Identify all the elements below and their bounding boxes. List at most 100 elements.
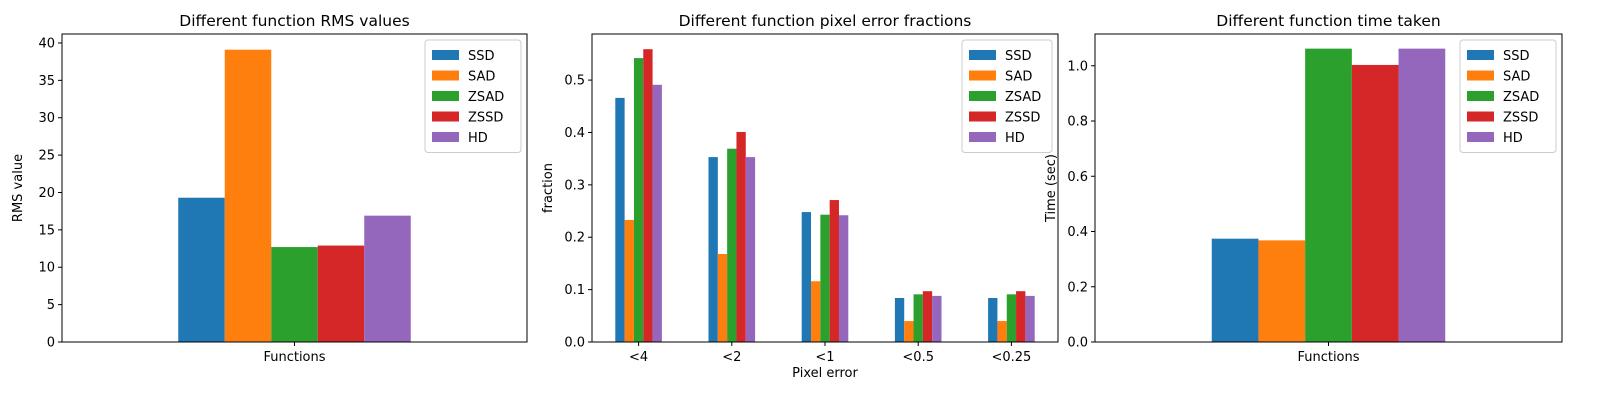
bar-hd-0: [364, 215, 411, 342]
bar-zssd-4: [1016, 291, 1026, 342]
y-tick-label: 35: [38, 74, 55, 89]
x-tick-label: <0.5: [902, 350, 934, 365]
legend: SSD SAD ZSAD ZSSD HD: [961, 39, 1053, 153]
y-tick-label: 10: [38, 261, 55, 276]
x-tick-label: <4: [629, 350, 648, 365]
bar-sad-4: [997, 321, 1007, 342]
legend-swatch-zsad: [1467, 91, 1494, 101]
bar-sad-1: [717, 254, 728, 342]
y-tick-label: 0.8: [1067, 115, 1088, 130]
legend-label-sad: SAD: [468, 70, 495, 85]
legend-swatch-zssd: [1467, 111, 1494, 122]
x-tick-label: Functions: [263, 350, 325, 365]
legend-swatch-hd: [432, 132, 459, 142]
y-axis-label: RMS value: [11, 154, 26, 222]
legend-swatch-zsad: [432, 91, 459, 101]
bar-sad-0: [224, 49, 272, 342]
bar-zssd-0: [643, 49, 653, 342]
bar-zsad-0: [633, 58, 644, 342]
legend-swatch-sad: [1467, 70, 1494, 81]
legend-swatch-ssd: [1467, 50, 1494, 60]
bar-ssd-0: [178, 197, 225, 342]
chart-title: Different function RMS values: [179, 12, 409, 30]
y-tick-label: 5: [47, 298, 55, 313]
legend-label-hd: HD: [1005, 131, 1025, 146]
bar-zsad-3: [913, 294, 923, 342]
legend-swatch-zsad: [969, 91, 996, 101]
chart-title: Different function pixel error fractions: [679, 12, 972, 30]
bar-zssd-3: [922, 291, 933, 342]
y-tick-label: 0.6: [1067, 170, 1088, 185]
legend-label-ssd: SSD: [1503, 49, 1530, 64]
legend-swatch-sad: [432, 70, 459, 81]
y-tick-label: 0.2: [564, 231, 585, 246]
y-tick-label: 20: [38, 186, 55, 201]
legend-label-zssd: ZSSD: [1005, 111, 1040, 126]
legend-label-zsad: ZSAD: [468, 90, 504, 105]
y-tick-label: 0.1: [564, 283, 585, 298]
bar-hd-1: [745, 157, 756, 342]
legend-label-sad: SAD: [1005, 70, 1032, 85]
y-tick-label: 0.0: [1067, 336, 1088, 351]
x-axis-label: Pixel error: [792, 366, 858, 381]
legend: SSD SAD ZSAD ZSSD HD: [1459, 39, 1557, 153]
x-tick-label: Functions: [1297, 350, 1359, 365]
legend-swatch-zssd: [969, 111, 996, 122]
chart-1: 0 5 10 15 20 25 30 35 40 Functions Different funct…: [11, 12, 528, 365]
legend-swatch-zssd: [432, 111, 459, 122]
y-tick-label: 15: [38, 223, 55, 238]
bar-ssd-1: [708, 157, 718, 342]
bar-sad-2: [811, 281, 821, 342]
bar-zsad-4: [1006, 294, 1017, 342]
bar-zsad-0: [271, 247, 318, 342]
bar-zsad-0: [1305, 48, 1352, 342]
x-tick-label: <2: [722, 350, 741, 365]
bar-hd-4: [1025, 295, 1035, 342]
legend-label-ssd: SSD: [468, 49, 495, 64]
chart-title: Different function time taken: [1216, 12, 1440, 30]
bar-hd-0: [1398, 48, 1446, 342]
legend: SSD SAD ZSAD ZSSD HD: [424, 39, 522, 153]
bar-hd-2: [838, 215, 849, 342]
bar-sad-3: [904, 321, 914, 342]
bar-ssd-0: [615, 97, 625, 343]
legend-box: [961, 39, 1053, 153]
y-tick-label: 0.2: [1067, 280, 1088, 295]
bar-zsad-2: [820, 214, 830, 342]
bar-zsad-1: [727, 148, 737, 342]
y-tick-label: 0.4: [1067, 225, 1088, 240]
y-tick-label: 0.4: [564, 126, 585, 141]
y-axis-label: fraction: [541, 163, 556, 213]
bar-zssd-0: [1351, 64, 1399, 342]
legend-box: [1459, 39, 1557, 153]
chart-2: 0.0 0.1 0.2 0.3 0.4 0.5 <4 <2 <1 <0.5 <0.25 Differe…: [541, 12, 1059, 381]
y-tick-label: 40: [38, 36, 55, 51]
x-tick-label: <1: [815, 350, 834, 365]
y-axis-label: Time (sec): [1044, 154, 1059, 223]
y-tick-label: 0: [47, 336, 55, 351]
legend-label-zsad: ZSAD: [1005, 90, 1041, 105]
bar-sad-0: [624, 219, 634, 342]
legend-label-hd: HD: [1503, 131, 1523, 146]
y-tick-label: 0.5: [564, 74, 585, 89]
legend-label-ssd: SSD: [1005, 49, 1032, 64]
bar-ssd-0: [1211, 238, 1259, 342]
bar-sad-0: [1258, 240, 1306, 342]
bar-zssd-1: [736, 131, 746, 342]
legend-swatch-ssd: [432, 50, 459, 60]
legend-swatch-sad: [969, 70, 996, 81]
bar-ssd-2: [801, 212, 812, 342]
legend-label-sad: SAD: [1503, 70, 1530, 85]
bar-ssd-4: [988, 298, 998, 342]
legend-label-zssd: ZSSD: [468, 111, 503, 126]
bar-zssd-2: [829, 200, 839, 342]
legend-swatch-ssd: [969, 50, 996, 60]
legend-swatch-hd: [1467, 132, 1494, 142]
y-tick-label: 0.0: [564, 336, 585, 351]
chart-3: 0.0 0.2 0.4 0.6 0.8 1.0 Functions Different fun…: [1044, 12, 1563, 365]
bar-hd-0: [652, 84, 662, 342]
legend-swatch-hd: [969, 132, 996, 142]
y-tick-label: 30: [38, 111, 55, 126]
legend-label-hd: HD: [468, 131, 488, 146]
